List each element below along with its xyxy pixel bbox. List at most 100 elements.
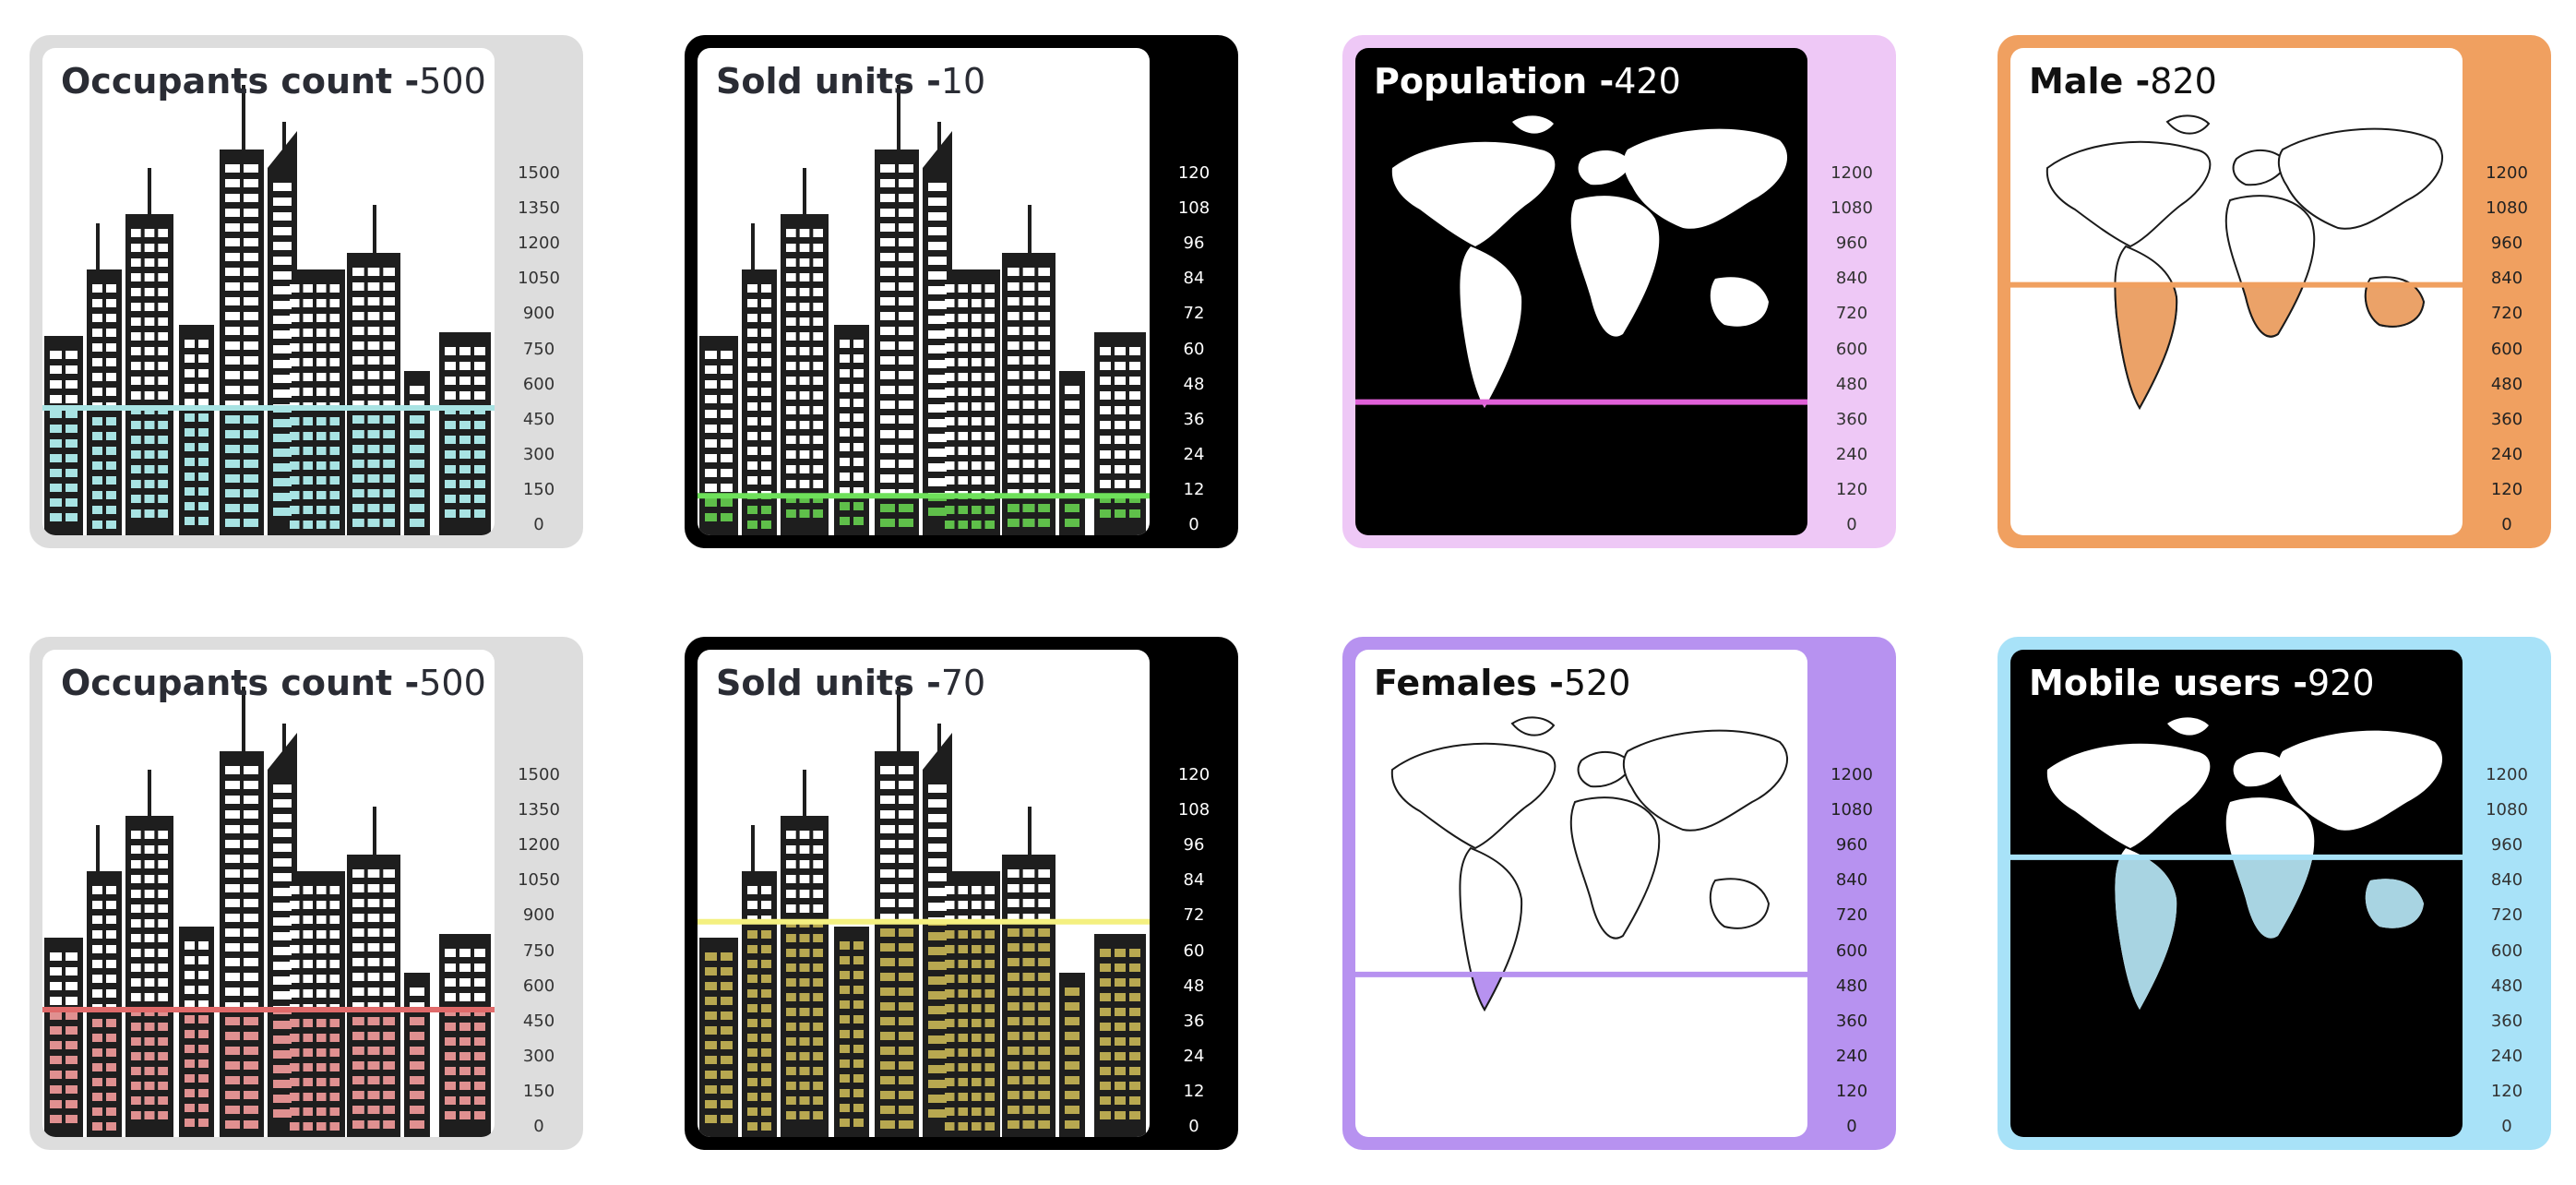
y-tick-label: 60	[1183, 339, 1205, 359]
y-tick-label: 24	[1183, 444, 1205, 464]
y-tick-label: 480	[2490, 976, 2523, 996]
y-tick-label: 1200	[518, 233, 560, 254]
chart-card: Sold units -10 120 108 96 84 72 60 48 36 24 12 0	[685, 35, 1238, 548]
y-tick-label: 240	[1835, 444, 1868, 464]
y-tick-label: 0	[1846, 1117, 1857, 1136]
chart-plot-area: Occupants count -500	[42, 650, 495, 1137]
chart-title: Sold units -70	[716, 663, 985, 703]
y-axis: 120 108 96 84 72 60 48 36 24 12 0	[1150, 637, 1238, 1150]
y-tick-label: 12	[1183, 1081, 1205, 1101]
chart-plot-area: Females -520	[1355, 650, 1807, 1137]
y-tick-label: 480	[1835, 976, 1868, 996]
title-value: 920	[2307, 663, 2375, 703]
y-tick-label: 720	[2490, 304, 2523, 324]
chart-plot-area: Occupants count -500	[42, 48, 495, 535]
y-tick-label: 240	[2490, 444, 2523, 464]
city-skyline	[698, 85, 1150, 535]
chart-title: Male -820	[2029, 61, 2217, 102]
chart-plot-area: Population -420	[1355, 48, 1807, 535]
chart-plot-area: Sold units -70	[698, 650, 1150, 1137]
y-tick-label: 120	[2490, 479, 2523, 499]
city-skyline	[42, 85, 495, 535]
chart-title: Population -420	[1374, 61, 1681, 102]
y-tick-label: 84	[1183, 870, 1205, 891]
y-tick-label: 600	[2490, 940, 2523, 961]
y-tick-label: 840	[1835, 269, 1868, 289]
y-tick-label: 360	[1835, 1011, 1868, 1031]
y-tick-label: 750	[522, 940, 555, 961]
y-tick-label: 120	[1835, 1081, 1868, 1101]
y-tick-label: 0	[1846, 515, 1857, 534]
y-tick-label: 600	[522, 374, 555, 394]
y-tick-label: 600	[2490, 339, 2523, 359]
title-label: Male -	[2029, 61, 2151, 102]
y-axis: 1200 1080 960 840 720 600 480 360 240 120 0	[1807, 637, 1896, 1150]
chart-card: Occupants count -500 1500 1350 1200 1050 900 7…	[30, 637, 583, 1150]
y-tick-label: 1080	[2486, 198, 2528, 219]
y-axis: 1500 1350 1200 1050 900 750 600 450 300 150 0	[495, 35, 583, 548]
title-label: Mobile users -	[2029, 663, 2308, 703]
title-label: Occupants count -	[61, 61, 420, 102]
y-tick-label: 108	[1177, 800, 1210, 820]
title-value: 820	[2150, 61, 2217, 102]
y-tick-label: 480	[2490, 374, 2523, 394]
title-value: 420	[1614, 61, 1681, 102]
y-tick-label: 0	[1188, 515, 1199, 534]
y-tick-label: 1200	[2486, 163, 2528, 183]
world-map	[2010, 114, 2463, 411]
chart-card: Females -520 1200 1080 960 840 720 600 480 360 24…	[1342, 637, 1896, 1150]
chart-card: Occupants count -500 1500 1350 1200 1050 900 7…	[30, 35, 583, 548]
chart-title: Mobile users -920	[2029, 663, 2375, 703]
chart-plot-area: Sold units -10	[698, 48, 1150, 535]
y-tick-label: 84	[1183, 269, 1205, 289]
y-axis: 1200 1080 960 840 720 600 480 360 240 120 0	[2463, 35, 2551, 548]
city-skyline	[698, 687, 1150, 1137]
y-tick-label: 720	[2490, 905, 2523, 926]
y-tick-label: 24	[1183, 1046, 1205, 1066]
y-tick-label: 960	[2490, 233, 2523, 254]
title-value: 500	[419, 61, 486, 102]
title-value: 10	[940, 61, 986, 102]
y-tick-label: 120	[1177, 765, 1210, 784]
y-tick-label: 600	[1835, 339, 1868, 359]
y-tick-label: 720	[1835, 905, 1868, 926]
y-tick-label: 360	[1835, 409, 1868, 429]
y-tick-label: 96	[1183, 835, 1205, 856]
chart-title: Occupants count -500	[61, 663, 486, 703]
chart-card: Sold units -70 120 108 96 84 72 60 48 36 24 12 0	[685, 637, 1238, 1150]
y-tick-label: 36	[1183, 409, 1205, 429]
y-tick-label: 1200	[1831, 163, 1873, 183]
y-tick-label: 600	[522, 976, 555, 996]
y-tick-label: 300	[522, 1046, 555, 1066]
world-map	[1355, 716, 1807, 1012]
chart-card: Male -820 1200 1080 960 840 720 600 480 360 240 12…	[1998, 35, 2551, 548]
y-tick-label: 960	[2490, 835, 2523, 856]
y-tick-label: 0	[533, 515, 544, 534]
y-tick-label: 0	[1188, 1117, 1199, 1136]
y-tick-label: 72	[1183, 304, 1205, 324]
filled-portion	[50, 408, 485, 529]
chart-title: Occupants count -500	[61, 61, 486, 102]
y-tick-label: 1080	[1831, 198, 1873, 219]
y-tick-label: 0	[533, 1117, 544, 1136]
title-value: 70	[940, 663, 986, 703]
y-tick-label: 1050	[518, 870, 560, 891]
silhouette	[2045, 114, 2444, 411]
y-tick-label: 750	[522, 339, 555, 359]
y-tick-label: 240	[2490, 1046, 2523, 1066]
title-value: 520	[1563, 663, 1631, 703]
title-value: 500	[419, 663, 486, 703]
y-tick-label: 1200	[1831, 765, 1873, 784]
y-tick-label: 12	[1183, 479, 1205, 499]
chart-plot-area: Mobile users -920	[2010, 650, 2463, 1137]
y-tick-label: 0	[2501, 1117, 2512, 1136]
y-tick-label: 60	[1183, 940, 1205, 961]
y-tick-label: 72	[1183, 905, 1205, 926]
y-axis: 1200 1080 960 840 720 600 480 360 240 120 0	[1807, 35, 1896, 548]
y-axis: 1500 1350 1200 1050 900 750 600 450 300 150 0	[495, 637, 583, 1150]
chart-card: Mobile users -920 1200 1080 960 840 720 600 480…	[1998, 637, 2551, 1150]
y-axis: 1200 1080 960 840 720 600 480 360 240 120 0	[2463, 637, 2551, 1150]
y-tick-label: 450	[522, 409, 555, 429]
world-map	[1355, 115, 1807, 408]
world-map	[2010, 717, 2463, 1010]
